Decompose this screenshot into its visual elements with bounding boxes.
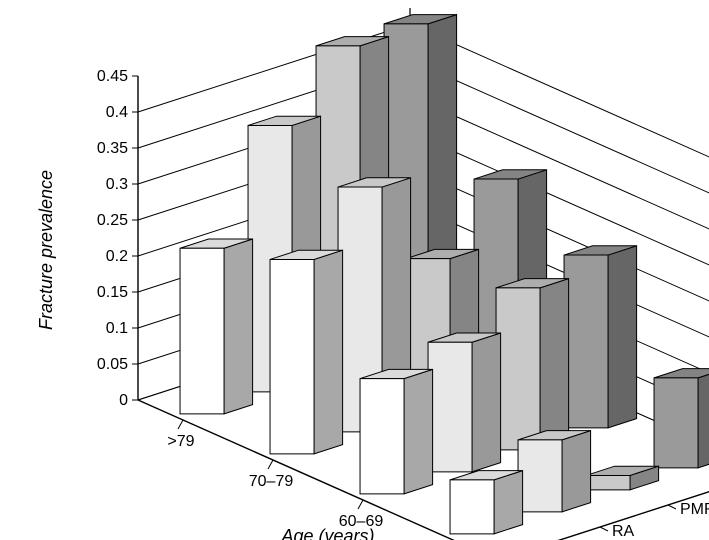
- bar-side: [608, 246, 637, 428]
- y-tick-label: 0.15: [97, 284, 128, 301]
- y-tick-label: 0: [119, 392, 128, 409]
- bar-side: [314, 250, 343, 454]
- x-tick-label: 70–79: [249, 473, 294, 490]
- bar-side: [540, 279, 569, 450]
- bar-front: [518, 440, 562, 512]
- bar-side: [472, 333, 501, 472]
- bar-front: [180, 248, 224, 414]
- z-tick-label: RA: [612, 523, 635, 540]
- y-tick-label: 0.25: [97, 212, 128, 229]
- x-axis-label: Age (years): [280, 526, 374, 540]
- y-tick-label: 0.45: [97, 68, 128, 85]
- y-axis-label: Fracture prevalence: [36, 170, 56, 330]
- bar: [654, 369, 709, 468]
- bar-front: [450, 480, 494, 534]
- bar-side: [562, 431, 591, 512]
- bars-group: [180, 15, 709, 534]
- bar-front: [496, 288, 540, 450]
- bar-front: [360, 379, 404, 494]
- bar-front: [586, 475, 630, 489]
- bar-side: [404, 369, 433, 493]
- bar-front: [270, 259, 314, 453]
- bar: [564, 246, 637, 428]
- y-tick-label: 0.2: [106, 248, 128, 265]
- bar-front: [654, 378, 698, 468]
- bar: [586, 466, 659, 490]
- x-tick-label: >79: [167, 433, 194, 450]
- bar-side: [494, 471, 523, 534]
- y-tick-label: 0.35: [97, 140, 128, 157]
- x-tick: [358, 500, 363, 509]
- bar: [496, 279, 569, 450]
- y-tick-label: 0.05: [97, 356, 128, 373]
- bar: [180, 239, 253, 414]
- bar: [270, 250, 343, 454]
- x-tick: [268, 460, 273, 469]
- bar: [450, 471, 523, 534]
- y-tick-label: 0.4: [106, 104, 128, 121]
- bar-side: [224, 239, 253, 414]
- bar: [360, 369, 433, 493]
- bar: [428, 333, 501, 472]
- y-tick-label: 0.1: [106, 320, 128, 337]
- bar-front: [564, 255, 608, 428]
- x-tick: [178, 420, 183, 429]
- bar-top: [654, 369, 709, 378]
- bar: [518, 431, 591, 512]
- y-tick-label: 0.3: [106, 176, 128, 193]
- bar-front: [428, 342, 472, 472]
- z-tick: [600, 527, 608, 531]
- bar-side: [698, 369, 709, 468]
- chart-svg: 0 0.05 0.1 0.15 0.2 0.25 0.3 0.35 0.4 0.45 >79 70–7…: [0, 0, 709, 540]
- chart-container: 0 0.05 0.1 0.15 0.2 0.25 0.3 0.35 0.4 0.45 >79 70–7…: [0, 0, 709, 540]
- z-tick: [668, 505, 676, 509]
- z-tick-label: PMR: [680, 501, 709, 518]
